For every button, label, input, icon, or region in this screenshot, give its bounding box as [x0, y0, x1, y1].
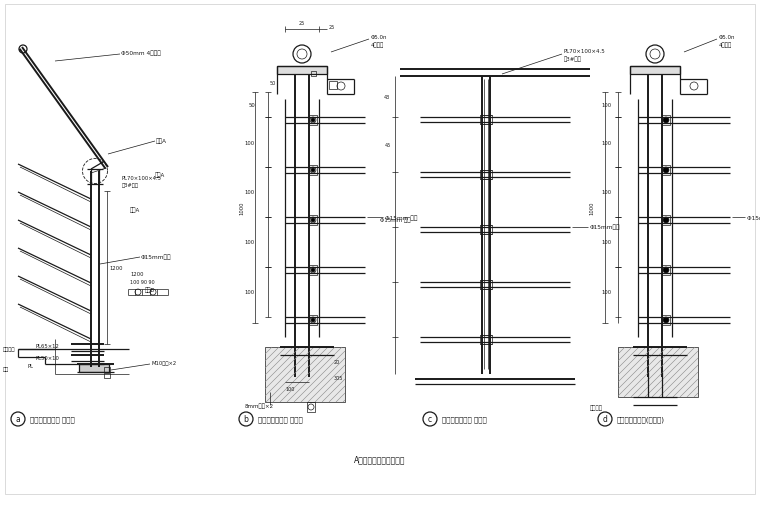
Circle shape — [311, 119, 315, 123]
Circle shape — [311, 318, 315, 322]
Circle shape — [663, 268, 669, 274]
Text: 25: 25 — [299, 21, 305, 25]
Text: a: a — [16, 415, 21, 424]
Text: c: c — [428, 415, 432, 424]
Text: 节图A: 节图A — [130, 207, 141, 213]
Bar — [329, 82, 337, 90]
Text: 楼梯扶手立面图 侧立式: 楼梯扶手立面图 侧立式 — [30, 416, 74, 423]
Text: 1200: 1200 — [130, 272, 144, 277]
Text: b: b — [243, 415, 249, 424]
Bar — [480, 171, 492, 180]
Bar — [265, 347, 345, 402]
Bar — [79, 364, 109, 372]
Text: 节图B: 节图B — [145, 287, 155, 292]
Bar — [309, 216, 317, 226]
Text: 1000: 1000 — [590, 201, 594, 215]
Text: 100: 100 — [245, 190, 255, 195]
Text: 100: 100 — [602, 290, 612, 295]
Text: PL50×10: PL50×10 — [35, 355, 59, 360]
Circle shape — [663, 168, 669, 174]
Text: 钢材: 钢材 — [3, 367, 9, 372]
Text: 1000: 1000 — [239, 201, 245, 215]
Circle shape — [663, 118, 669, 124]
Text: Φ15mm 钢管: Φ15mm 钢管 — [379, 217, 410, 222]
Text: 100: 100 — [285, 387, 294, 392]
Text: Φ50mm 4孔扶手: Φ50mm 4孔扶手 — [121, 50, 161, 56]
Text: 50: 50 — [249, 103, 255, 108]
Text: 100: 100 — [602, 240, 612, 245]
Circle shape — [663, 218, 669, 224]
Text: 100: 100 — [602, 103, 612, 108]
Text: PL70×100×4.5: PL70×100×4.5 — [564, 48, 606, 54]
Bar — [480, 226, 492, 234]
Text: Φ5.0n: Φ5.0n — [371, 34, 388, 39]
Text: 25: 25 — [329, 24, 335, 29]
Text: 305: 305 — [334, 375, 344, 380]
Text: PL70×100×4.5: PL70×100×4.5 — [122, 175, 162, 180]
Text: 100: 100 — [245, 240, 255, 245]
Text: 100 90 90: 100 90 90 — [130, 280, 154, 285]
Text: 不锈钢面: 不锈钢面 — [3, 347, 15, 352]
Bar — [662, 316, 670, 325]
Text: 100: 100 — [602, 190, 612, 195]
Text: Φ15mm钢管: Φ15mm钢管 — [141, 254, 172, 259]
Bar — [480, 335, 492, 344]
Text: PL: PL — [28, 364, 34, 369]
Bar — [277, 67, 327, 75]
Bar — [662, 216, 670, 226]
Text: 100: 100 — [245, 290, 255, 295]
Bar — [309, 316, 317, 325]
Text: 楼梯扶手立面图 侧立式: 楼梯扶手立面图 侧立式 — [442, 416, 486, 423]
Text: A型楼梯栏杆扶手大样图: A型楼梯栏杆扶手大样图 — [354, 454, 406, 464]
Text: PL65×12: PL65×12 — [35, 343, 59, 348]
Text: 楼梯扶手剖面图(直立式): 楼梯扶手剖面图(直立式) — [617, 416, 665, 423]
Text: 50: 50 — [270, 80, 276, 85]
Bar — [104, 367, 110, 372]
Text: （3#胶）: （3#胶） — [564, 56, 582, 62]
Bar — [662, 166, 670, 176]
Text: Φ15mm 钢管: Φ15mm 钢管 — [747, 215, 760, 220]
Text: 8mm螺栓×2: 8mm螺栓×2 — [245, 402, 274, 408]
Text: 4孔扶手: 4孔扶手 — [719, 42, 732, 47]
Bar — [480, 280, 492, 289]
Text: 20: 20 — [334, 360, 340, 365]
Bar — [307, 402, 315, 412]
Bar — [309, 116, 317, 126]
Bar — [309, 266, 317, 275]
Text: 不锈钢管: 不锈钢管 — [590, 405, 603, 410]
Text: 4孔扶手: 4孔扶手 — [371, 42, 385, 47]
Text: 45: 45 — [385, 142, 391, 147]
Bar — [618, 347, 698, 397]
Text: 43: 43 — [384, 95, 390, 100]
Bar — [311, 72, 316, 77]
Text: 1200: 1200 — [109, 265, 122, 270]
Circle shape — [311, 269, 315, 273]
Bar — [104, 373, 110, 378]
Text: 100: 100 — [245, 140, 255, 145]
Circle shape — [311, 169, 315, 173]
Text: 100: 100 — [602, 140, 612, 145]
Bar — [480, 116, 492, 125]
Text: Φ15mm钢管: Φ15mm钢管 — [590, 224, 620, 229]
Text: 钢板A: 钢板A — [156, 138, 167, 143]
Text: （3#胶）: （3#胶） — [122, 182, 139, 187]
Circle shape — [311, 219, 315, 223]
Text: 楼梯栏杆剖面图 侧立式: 楼梯栏杆剖面图 侧立式 — [258, 416, 302, 423]
Bar — [662, 266, 670, 275]
Text: 节图A: 节图A — [155, 172, 165, 177]
Bar — [630, 67, 680, 75]
Text: Φ5.0n: Φ5.0n — [719, 34, 736, 39]
Bar — [309, 166, 317, 176]
Text: d: d — [603, 415, 607, 424]
Bar — [662, 116, 670, 126]
Circle shape — [663, 317, 669, 323]
Text: Φ15mm 钢管: Φ15mm 钢管 — [385, 215, 417, 220]
Text: M10螺栓×2: M10螺栓×2 — [151, 361, 176, 366]
